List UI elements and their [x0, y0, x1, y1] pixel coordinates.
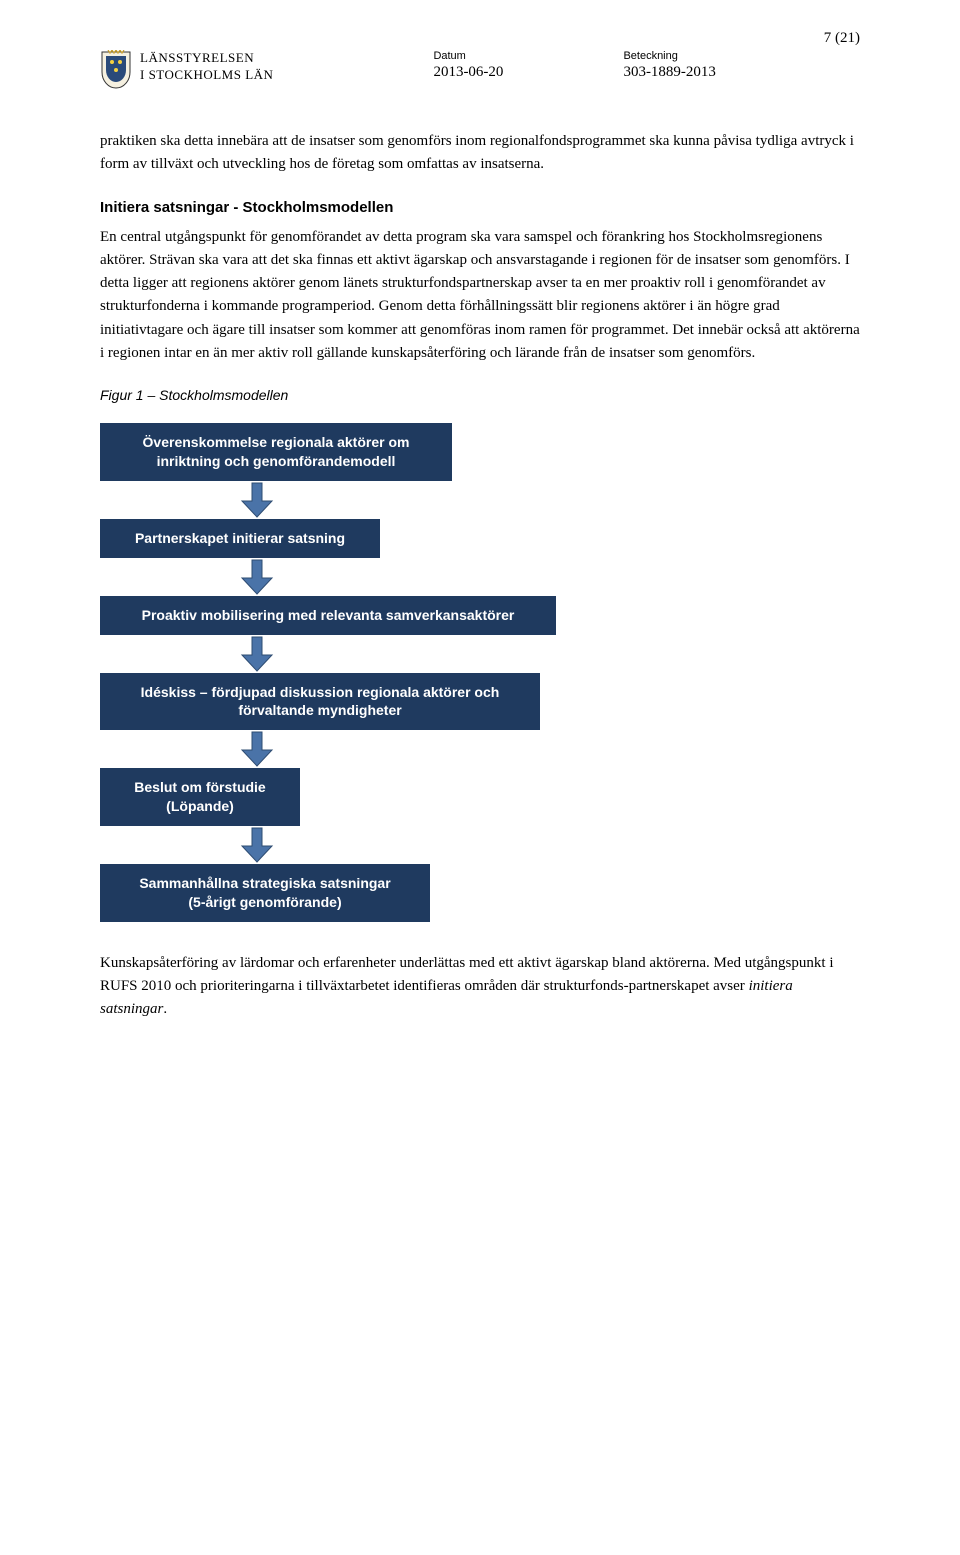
org-name-line2: I STOCKHOLMS LÄN — [140, 67, 273, 84]
datum-label: Datum — [433, 50, 503, 62]
beteckning-label: Beteckning — [623, 50, 716, 62]
document-meta: Datum 2013-06-20 Beteckning 303-1889-201… — [433, 50, 716, 81]
flow-box: Partnerskapet initierar satsning — [100, 519, 380, 558]
page-number: 7 (21) — [824, 30, 860, 47]
arrow-down-icon — [240, 730, 274, 768]
flow-box: Beslut om förstudie (Löpande) — [100, 768, 300, 826]
flow-box: Överenskommelse regionala aktörer om inr… — [100, 423, 452, 481]
flow-box: Sammanhållna strategiska satsningar (5-å… — [100, 864, 430, 922]
section-heading: Initiera satsningar - Stockholmsmodellen — [100, 199, 860, 216]
coat-of-arms-icon — [100, 50, 132, 90]
datum-value: 2013-06-20 — [433, 64, 503, 81]
intro-paragraph: praktiken ska detta innebära att de insa… — [100, 130, 860, 177]
main-paragraph: En central utgångspunkt för genomförande… — [100, 226, 860, 366]
flow-box: Proaktiv mobilisering med relevanta samv… — [100, 596, 556, 635]
arrow-down-icon — [240, 635, 274, 673]
footer-text-pre: Kunskapsåterföring av lärdomar och erfar… — [100, 955, 833, 994]
footer-paragraph: Kunskapsåterföring av lärdomar och erfar… — [100, 952, 860, 1022]
flow-box: Idéskiss – fördjupad diskussion regional… — [100, 673, 540, 731]
org-name-line1: LÄNSSTYRELSEN — [140, 50, 273, 67]
flowchart-diagram: Överenskommelse regionala aktörer om inr… — [100, 423, 860, 922]
document-header: LÄNSSTYRELSEN I STOCKHOLMS LÄN Datum 201… — [100, 50, 860, 90]
beteckning-value: 303-1889-2013 — [623, 64, 716, 81]
figure-caption: Figur 1 – Stockholmsmodellen — [100, 387, 860, 403]
arrow-down-icon — [240, 558, 274, 596]
org-logo-block: LÄNSSTYRELSEN I STOCKHOLMS LÄN — [100, 50, 273, 90]
arrow-down-icon — [240, 481, 274, 519]
footer-text-post: . — [163, 1001, 167, 1017]
arrow-down-icon — [240, 826, 274, 864]
